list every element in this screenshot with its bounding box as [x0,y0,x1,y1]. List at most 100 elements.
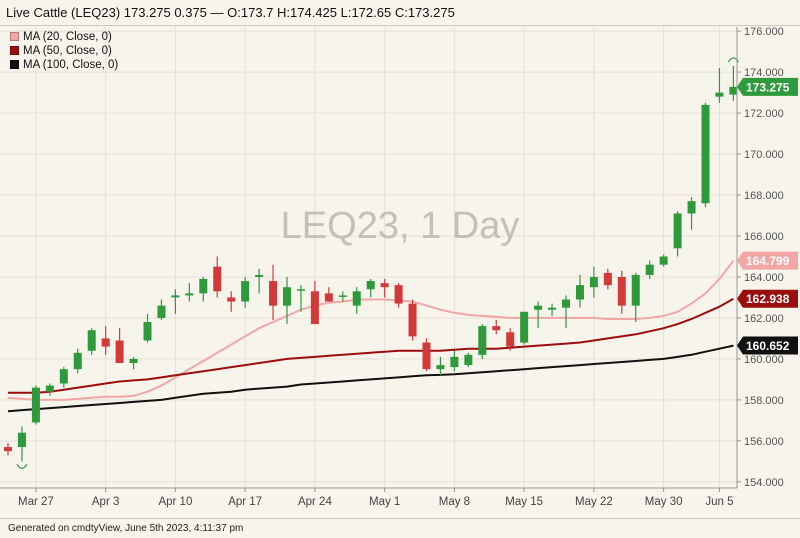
y-tick-label: 168.000 [744,190,784,202]
candle-body [17,432,26,448]
candle-body [450,356,459,368]
legend-item-ma20[interactable]: MA (20, Close, 0) [10,30,118,44]
x-tick-label: May 8 [439,496,470,508]
candle-body [589,276,598,288]
candle-body [715,92,724,97]
x-tick-label: May 1 [369,496,400,508]
candle-body [129,358,138,364]
ma100-value-tag-bg [737,336,798,355]
candle-body [73,352,82,370]
x-tick-label: Apr 24 [298,496,332,508]
period-high-marker [727,57,739,63]
x-tick-label: May 15 [505,496,543,508]
x-tick-label: Apr 10 [158,496,192,508]
y-tick-label: 158.000 [744,395,784,407]
y-tick-label: 162.000 [744,313,784,325]
candle-body [575,285,584,300]
ma50-value-tag: 162.938 [737,289,798,308]
candle-body [45,385,54,392]
ma20-swatch [10,32,19,41]
last-price-tag: 173.275 [737,77,798,96]
candle-body [227,297,236,302]
candle-body [352,291,361,306]
candle-body [422,342,431,370]
ma50-line [8,297,734,394]
quote-summary: Live Cattle (LEQ23) 173.275 0.375 — O:17… [6,5,455,20]
x-tick-label: Apr 17 [228,496,262,508]
candle-body [673,213,682,249]
candle-body [436,365,445,370]
ma100-line [7,344,734,413]
candle-body [59,369,68,384]
x-tick-label: May 30 [645,496,683,508]
chart-footer: Generated on cmdtyView, June 5th 2023, 4… [0,518,800,538]
ma20-value-tag: 164.799 [737,251,798,270]
candle-body [213,266,222,292]
candle-body [101,338,110,347]
y-tick-label: 160.000 [744,354,784,366]
candle-body [157,305,166,318]
candle-body [408,303,417,337]
ma50-value-tag-value: 162.938 [746,292,790,306]
ma100-value-tag-value: 160.652 [746,339,790,353]
y-tick-label: 156.000 [744,436,784,448]
x-tick-label: Mar 27 [18,496,54,508]
ma50-value-tag-bg [737,289,798,308]
last-price-tag-bg [737,77,798,96]
candle-body [31,387,40,423]
legend-label-ma20: MA (20, Close, 0) [23,31,112,43]
candle-body [548,307,557,310]
candle-body [520,311,529,343]
candle-body [255,274,264,277]
legend-label-ma100: MA (100, Close, 0) [23,59,119,71]
ma50-swatch [10,46,19,55]
ma100-swatch [10,60,19,69]
last-price-tag-value: 173.275 [746,80,790,94]
candle-body [380,283,389,288]
generated-timestamp: Generated on cmdtyView, June 5th 2023, 4… [8,523,244,534]
chart-header: Live Cattle (LEQ23) 173.275 0.375 — O:17… [0,0,800,26]
legend-item-ma100[interactable]: MA (100, Close, 0) [10,58,118,72]
y-tick-label: 176.000 [744,26,784,38]
x-tick-label: Apr 3 [92,496,120,508]
y-tick-label: 170.000 [744,149,784,161]
y-tick-label: 172.000 [744,108,784,120]
candle-body [115,340,124,364]
x-tick-label: May 22 [575,496,613,508]
legend-item-ma50[interactable]: MA (50, Close, 0) [10,44,118,58]
candle-body [631,274,640,306]
candle-body [241,281,250,302]
candle-body [283,287,291,306]
candle-body [269,281,278,306]
candle-body [562,299,570,308]
y-tick-label: 174.000 [744,67,784,79]
y-tick-label: 164.000 [744,272,784,284]
ma20-line [7,259,735,401]
candle-body [464,354,473,366]
candle-body [199,279,208,294]
candle-body [478,326,487,355]
candle-body [492,326,501,331]
ma100-value-tag: 160.652 [737,336,798,355]
candle-body [171,295,180,298]
candle-body [687,201,696,214]
y-tick-label: 154.000 [744,477,784,489]
indicator-legend: MA (20, Close, 0) MA (50, Close, 0) MA (… [10,30,118,72]
candle-body [310,291,319,325]
candle-body [338,295,347,297]
candle-body [394,285,403,304]
candle-body [506,332,515,347]
x-tick-label: Jun 5 [705,496,733,508]
candle-body [143,322,152,341]
candle-body [185,293,194,296]
plot-area [0,27,737,488]
ma20-value-tag-value: 164.799 [746,254,790,268]
candle-body [729,86,738,95]
candle-body [324,293,333,302]
candle-body [366,281,375,290]
candle-body [645,264,654,275]
legend-label-ma50: MA (50, Close, 0) [23,45,112,57]
candle-body [4,447,12,452]
period-low-marker [16,464,28,469]
